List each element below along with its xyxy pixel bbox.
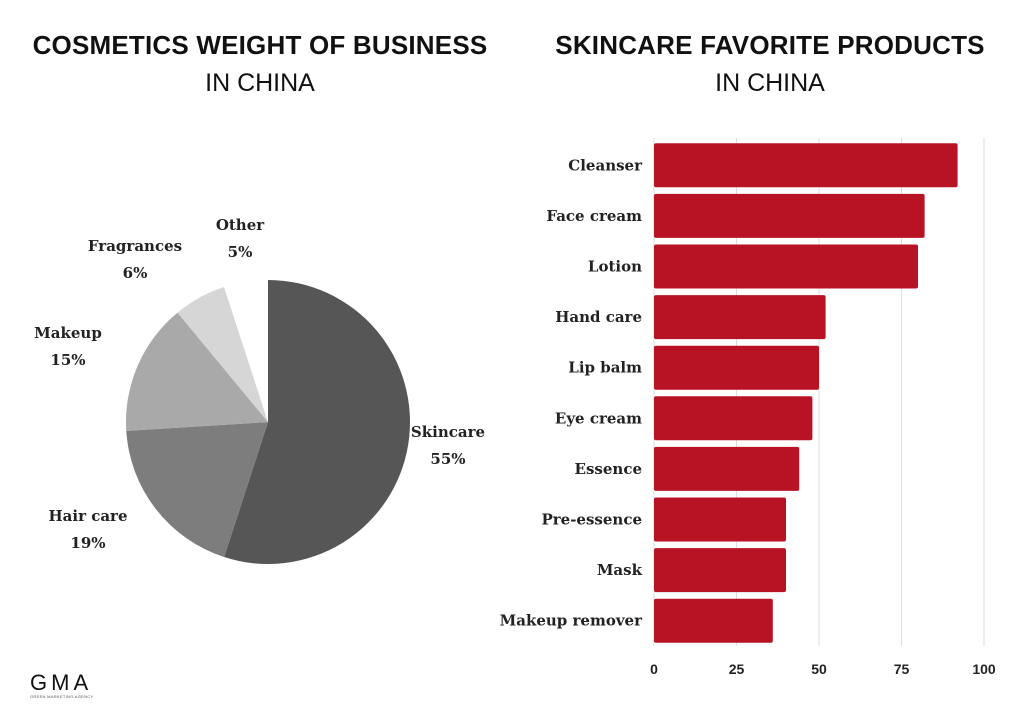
x-tick-label-50: 50 <box>811 661 827 677</box>
category-label-makeup-remover: Makeup remover <box>500 612 643 630</box>
bar-eye-cream <box>654 396 813 441</box>
pie-label-other: Other <box>216 216 265 234</box>
pie-slice-makeup <box>126 312 268 431</box>
bar-hand-care <box>654 295 826 340</box>
bar-title-main: SKINCARE FAVORITE PRODUCTS <box>555 30 985 60</box>
pie-value-hair-care: 19% <box>70 534 105 552</box>
bar-title-sub: IN CHINA <box>715 69 825 97</box>
category-label-pre-essence: Pre-essence <box>541 511 642 529</box>
logo-tagline: GREEN MARKETING AGENCY <box>30 694 94 699</box>
pie-value-skincare: 55% <box>430 450 465 468</box>
bar-face-cream <box>654 193 925 238</box>
pie-slice-fragrances <box>177 286 268 422</box>
category-label-lip-balm: Lip balm <box>568 359 642 377</box>
bar-chart: 0 25 50 75 100 Cleanser Face cream Lotion Hand c… <box>500 138 996 677</box>
pie-title-main: COSMETICS WEIGHT OF BUSINESS <box>32 30 488 60</box>
category-label-face-cream: Face cream <box>546 207 642 225</box>
pie-value-other: 5% <box>228 243 253 261</box>
bar-lip-balm <box>654 345 819 390</box>
pie-label-makeup: Makeup <box>34 324 102 342</box>
category-label-eye-cream: Eye cream <box>555 409 642 427</box>
pie-value-fragrances: 6% <box>123 264 148 282</box>
category-label-essence: Essence <box>575 460 642 478</box>
pie-title-sub: IN CHINA <box>205 69 315 97</box>
gma-logo: GMA GREEN MARKETING AGENCY <box>30 672 120 706</box>
category-label-mask: Mask <box>597 561 643 579</box>
bar-essence <box>654 446 800 491</box>
pie-slice-skincare <box>224 280 411 564</box>
x-tick-label-0: 0 <box>650 661 658 677</box>
pie-chart: Skincare 55% Hair care 19% Makeup 15% Fragranc… <box>34 216 485 564</box>
pie-slice-other <box>224 280 268 422</box>
x-tick-label-100: 100 <box>972 661 996 677</box>
category-label-cleanser: Cleanser <box>568 156 643 174</box>
pie-label-fragrances: Fragrances <box>88 237 182 255</box>
category-label-lotion: Lotion <box>588 258 642 276</box>
bar-makeup-remover <box>654 598 773 643</box>
bar-chart-title: SKINCARE FAVORITE PRODUCTS IN CHINA <box>520 30 1020 98</box>
bar-cleanser <box>654 143 958 188</box>
x-tick-label-25: 25 <box>729 661 745 677</box>
pie-chart-title: COSMETICS WEIGHT OF BUSINESS IN CHINA <box>20 30 500 98</box>
x-tick-label-75: 75 <box>894 661 910 677</box>
pie-label-hair-care: Hair care <box>48 507 127 525</box>
pie-label-skincare: Skincare <box>411 423 485 441</box>
bar-lotion <box>654 244 918 289</box>
category-label-hand-care: Hand care <box>555 308 642 326</box>
logo-brand: GMA <box>30 670 93 695</box>
pie-value-makeup: 15% <box>50 351 85 369</box>
bar-pre-essence <box>654 497 786 542</box>
pie-slice-hair-care <box>126 422 268 558</box>
bar-mask <box>654 548 786 593</box>
